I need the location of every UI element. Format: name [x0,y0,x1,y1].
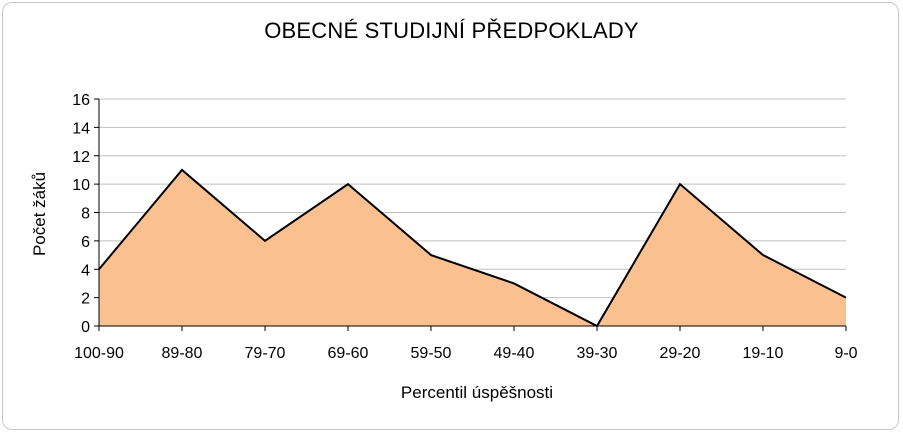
y-tick-label: 4 [81,262,90,279]
x-axis-label: Percentil úspěšnosti [401,383,553,402]
y-tick-label: 14 [72,120,90,137]
y-tick-label: 12 [72,149,90,166]
y-tick-label: 2 [81,291,90,308]
x-tick-label: 69-60 [328,345,369,362]
y-axis-label: Počet žáků [30,172,49,256]
x-tick-labels: 100-90 89-80 79-70 69-60 59-50 49-40 39-30 29-2… [74,345,858,362]
x-tick-label: 39-30 [577,345,618,362]
y-tick-labels: 0 2 4 6 8 10 12 14 16 [72,92,90,336]
x-tick-label: 79-70 [245,345,286,362]
x-tick-label: 49-40 [494,345,535,362]
area-line [98,168,847,328]
y-tick-label: 10 [72,177,90,194]
x-tick-label: 89-80 [162,345,203,362]
x-tick-label: 9-0 [834,345,857,362]
x-tick-label: 59-50 [411,345,452,362]
chart-title: OBECNÉ STUDIJNÍ PŘEDPOKLADY [264,18,639,43]
area-series [98,168,847,328]
x-tick-label: 100-90 [74,345,124,362]
x-tick-label: 29-20 [660,345,701,362]
y-tick-label: 6 [81,234,90,251]
area-fill [99,169,846,326]
y-tick-label: 16 [72,92,90,109]
y-tick-label: 0 [81,319,90,336]
x-tick-label: 19-10 [743,345,784,362]
y-tick-label: 8 [81,206,90,223]
axes [94,98,847,331]
